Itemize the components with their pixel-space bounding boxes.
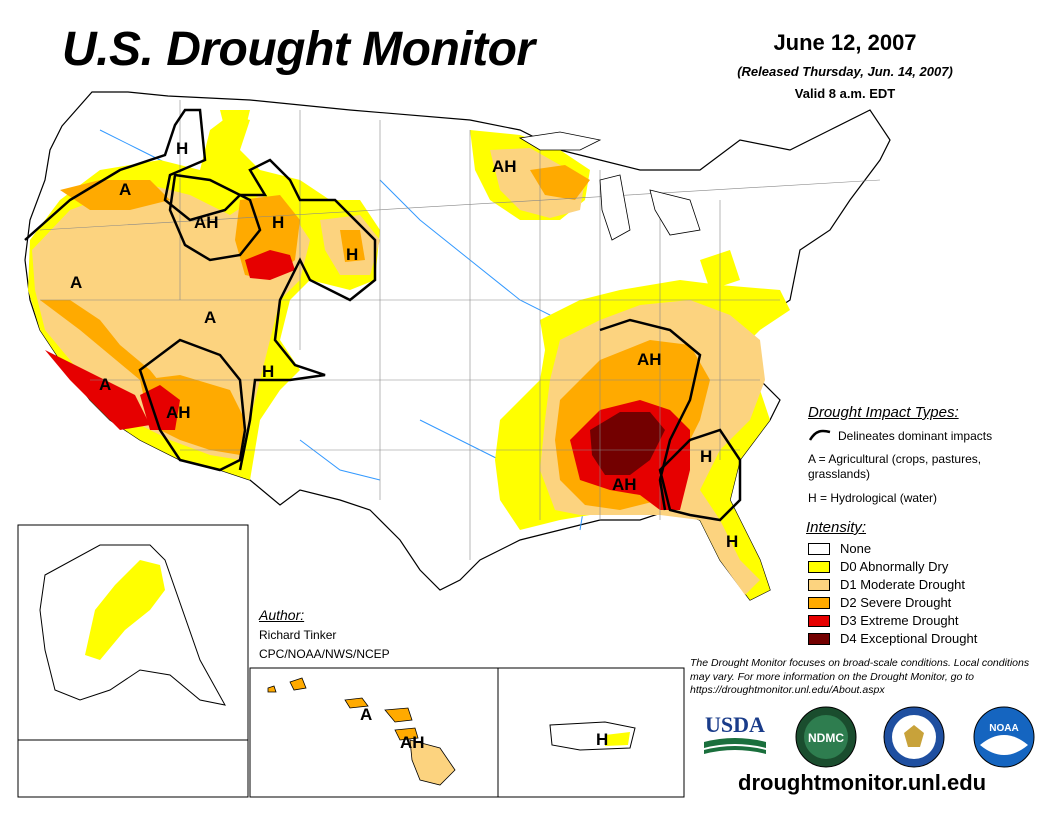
impact-delineates-text: Delineates dominant impacts bbox=[838, 429, 993, 443]
impact-agricultural-text: A = Agricultural (crops, pastures, bbox=[808, 452, 982, 466]
commerce-seal bbox=[883, 706, 945, 768]
state-borders bbox=[39, 100, 881, 560]
legend-item-d2: D2 Severe Drought bbox=[808, 595, 951, 610]
noaa-logo-text: NOAA bbox=[989, 723, 1018, 734]
legend-label: D2 Severe Drought bbox=[840, 595, 952, 610]
legend-item-none: None bbox=[808, 541, 871, 556]
legend-item-d4: D4 Exceptional Drought bbox=[808, 631, 977, 646]
impact-labels: H A AH H H A A A AH H AH AH AH H H A AH … bbox=[70, 139, 738, 752]
legend-swatch bbox=[808, 542, 830, 555]
legend-label: D1 Moderate Drought bbox=[840, 577, 966, 592]
site-url[interactable]: droughtmonitor.unl.edu bbox=[738, 770, 987, 795]
delineation-line-sample bbox=[808, 429, 831, 441]
author-title: Author: bbox=[259, 607, 305, 623]
author-name: Richard Tinker bbox=[259, 628, 337, 642]
label-se-ah-north: AH bbox=[637, 350, 662, 369]
hawaii-islands bbox=[267, 677, 456, 786]
legend-label: D4 Exceptional Drought bbox=[840, 631, 978, 646]
label-nm-h: H bbox=[262, 362, 274, 381]
hawaii-inset-frame bbox=[249, 667, 499, 798]
legend-label: D3 Extreme Drought bbox=[840, 613, 959, 628]
legend-item-d0: D0 Abnormally Dry bbox=[808, 559, 948, 574]
legend-swatch bbox=[808, 578, 830, 591]
legend-item-d3: D3 Extreme Drought bbox=[808, 613, 959, 628]
label-fl-h: H bbox=[726, 532, 738, 551]
usda-logo-text: USDA bbox=[705, 712, 765, 737]
map-title: U.S. Drought Monitor bbox=[62, 23, 535, 76]
map-date: June 12, 2007 bbox=[773, 30, 917, 55]
pr-d0 bbox=[605, 732, 630, 746]
label-socal-a: A bbox=[99, 375, 111, 394]
release-date: (Released Thursday, Jun. 14, 2007) bbox=[737, 64, 953, 79]
legend-item-d1: D1 Moderate Drought bbox=[808, 577, 965, 592]
great-lakes bbox=[518, 131, 701, 241]
legend-label: None bbox=[840, 541, 872, 556]
label-nw-h: H bbox=[176, 139, 188, 158]
label-mt-ah: AH bbox=[194, 213, 219, 232]
impact-hydrological-text: H = Hydrological (water) bbox=[808, 491, 938, 505]
label-hi-ah: AH bbox=[400, 733, 425, 752]
label-ga-h: H bbox=[700, 447, 712, 466]
ndmc-logo: NDMC bbox=[795, 706, 857, 768]
ndmc-logo-text: NDMC bbox=[808, 731, 844, 745]
valid-time: Valid 8 a.m. EDT bbox=[794, 86, 896, 101]
legend-label: D0 Abnormally Dry bbox=[840, 559, 949, 574]
label-ca-a: A bbox=[70, 273, 82, 292]
legend-swatch bbox=[808, 596, 830, 609]
label-hi-a: A bbox=[360, 705, 372, 724]
legend-swatch bbox=[808, 632, 830, 645]
alaska-d0 bbox=[85, 560, 165, 660]
noaa-logo: NOAA bbox=[973, 706, 1035, 768]
disclaimer-note: The Drought Monitor focuses on broad-sca… bbox=[690, 657, 1030, 696]
label-ut-a: A bbox=[204, 308, 216, 327]
label-pr-h: H bbox=[596, 730, 608, 749]
label-sd-h: H bbox=[346, 245, 358, 264]
label-nw-a: A bbox=[119, 180, 131, 199]
d4-area bbox=[590, 412, 665, 475]
legend-swatch bbox=[808, 560, 830, 573]
author-org: CPC/NOAA/NWS/NCEP bbox=[259, 647, 390, 661]
impact-types-title: Drought Impact Types: bbox=[808, 404, 959, 421]
alaska-landmass bbox=[39, 544, 226, 706]
intensity-title: Intensity: bbox=[806, 519, 867, 536]
usda-logo: USDA bbox=[704, 712, 766, 754]
legend-swatch bbox=[808, 614, 830, 627]
label-wy-h: H bbox=[272, 213, 284, 232]
label-se-ah-south: AH bbox=[612, 475, 637, 494]
label-mn-ah: AH bbox=[492, 157, 517, 176]
impact-agricultural-cont-text: grasslands) bbox=[808, 467, 871, 481]
label-az-ah: AH bbox=[166, 403, 191, 422]
impact-lines bbox=[24, 108, 742, 522]
